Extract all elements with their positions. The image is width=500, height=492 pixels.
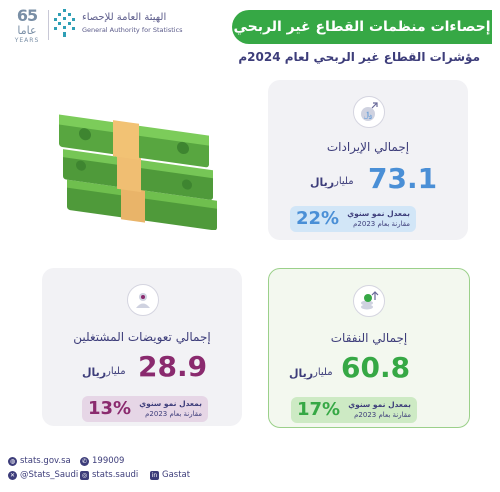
page-title: إحصاءات منظمات القطاع غير الربحي xyxy=(232,10,492,44)
revenues-growth-pct: 22% xyxy=(296,208,340,229)
gastat-arabic-name: الهيئة العامة للإحصاء xyxy=(82,12,167,23)
phone-icon: ✆ xyxy=(80,456,89,466)
expenditures-growth-pct: 17% xyxy=(297,399,341,420)
compensation-growth-box: 13% بمعدل نمو سنوي مقارنة بعام 2023م xyxy=(82,396,208,422)
revenues-value: 73.1 xyxy=(368,162,438,195)
linkedin-icon: in xyxy=(150,470,159,480)
footer-twitter-text: @Stats_Saudi xyxy=(20,470,79,480)
footer-twitter[interactable]: ✕ @Stats_Saudi xyxy=(8,470,78,480)
gastat-mark-icon xyxy=(54,9,75,37)
expenditures-label: إجمالي النفقات xyxy=(330,331,408,345)
footer-instagram[interactable]: ◎ stats.saudi xyxy=(80,470,138,480)
revenues-growth-caption: بمعدل نمو سنوي xyxy=(347,209,410,218)
instagram-icon: ◎ xyxy=(80,470,89,480)
footer-linkedin-text: Gastat xyxy=(162,470,191,480)
compensation-growth-comparison: مقارنة بعام 2023م xyxy=(145,410,202,418)
expenditures-card: إجمالي النفقات 60.8 مليار ريال 17% بمعدل… xyxy=(268,268,470,428)
compensation-currency: ريال xyxy=(82,366,107,379)
logo-divider xyxy=(48,10,49,40)
revenues-currency: ريال xyxy=(310,176,335,189)
footer-linkedin[interactable]: in Gastat xyxy=(150,470,190,480)
twitter-icon: ✕ xyxy=(8,470,17,480)
footer-website[interactable]: ◍ stats.gov.sa xyxy=(8,456,71,466)
expenditures-currency: ريال xyxy=(289,367,314,380)
money-stack-illustration xyxy=(59,114,217,230)
gastat-english-name: General Authority for Statistics xyxy=(82,26,183,34)
anniversary-arabic: عاما xyxy=(17,24,37,37)
expenditures-unit: مليار xyxy=(313,367,333,378)
expenditures-value: 60.8 xyxy=(341,351,411,384)
expenditures-growth-caption: بمعدل نمو سنوي xyxy=(348,400,411,409)
anniversary-logo: 65 عاما YEARS xyxy=(8,6,48,46)
compensation-label: إجمالي تعويضات المشتغلين xyxy=(73,330,211,344)
expenditure-icon xyxy=(353,285,385,317)
globe-icon: ◍ xyxy=(8,456,17,466)
svg-text:﷼: ﷼ xyxy=(364,110,373,120)
revenues-card: ﷼ إجمالي الإيرادات 73.1 مليار ريال 22% ب… xyxy=(268,80,468,240)
revenues-unit: مليار xyxy=(334,176,354,187)
footer-website-text: stats.gov.sa xyxy=(20,456,71,466)
compensation-growth-pct: 13% xyxy=(88,398,132,419)
compensation-icon xyxy=(127,284,159,316)
compensation-unit: مليار xyxy=(106,366,126,377)
compensation-card: إجمالي تعويضات المشتغلين 28.9 مليار ريال… xyxy=(42,268,242,426)
revenues-growth-comparison: مقارنة بعام 2023م xyxy=(353,220,410,228)
revenue-icon: ﷼ xyxy=(353,96,385,128)
anniversary-number: 65 xyxy=(16,6,38,25)
anniversary-english: YEARS xyxy=(14,37,40,44)
compensation-growth-caption: بمعدل نمو سنوي xyxy=(139,399,202,408)
revenues-growth-box: 22% بمعدل نمو سنوي مقارنة بعام 2023م xyxy=(290,206,416,232)
footer-instagram-text: stats.saudi xyxy=(92,470,139,480)
revenues-label: إجمالي الإيرادات xyxy=(326,140,410,154)
footer-phone-text: 199009 xyxy=(92,456,125,466)
expenditures-growth-box: 17% بمعدل نمو سنوي مقارنة بعام 2023م xyxy=(291,397,417,423)
gastat-logo: الهيئة العامة للإحصاء General Authority … xyxy=(52,8,232,48)
page-subtitle: مؤشرات القطاع غير الربحي لعام 2024م xyxy=(238,50,480,64)
compensation-value: 28.9 xyxy=(138,350,208,383)
footer-phone[interactable]: ✆ 199009 xyxy=(80,456,124,466)
expenditures-growth-comparison: مقارنة بعام 2023م xyxy=(354,411,411,419)
